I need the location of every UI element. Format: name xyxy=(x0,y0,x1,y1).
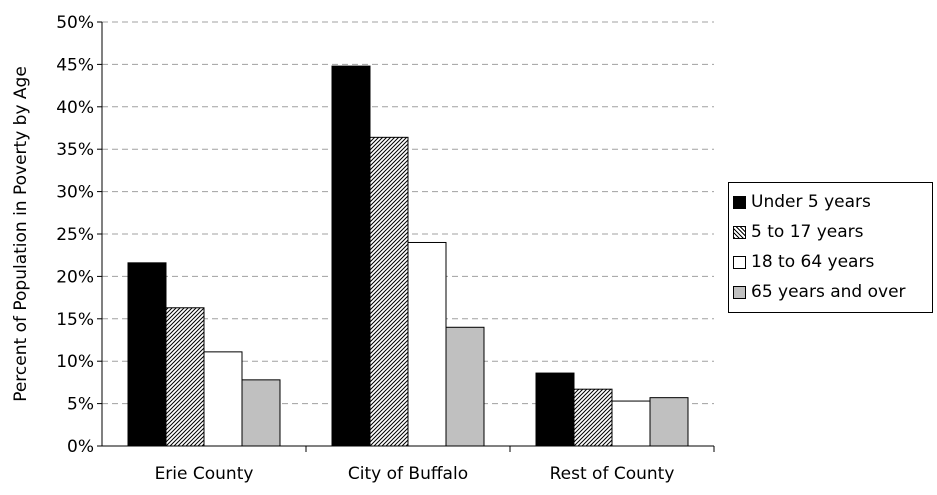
legend-label: Under 5 years xyxy=(751,192,871,212)
legend-label: 65 years and over xyxy=(751,282,906,302)
y-tick-label: 50% xyxy=(56,13,94,33)
bar xyxy=(331,65,371,447)
y-tick-label: 10% xyxy=(56,352,94,372)
bar xyxy=(127,262,167,447)
y-tick-label: 35% xyxy=(56,140,94,160)
y-tick-label: 5% xyxy=(67,395,94,415)
y-tick-label: 30% xyxy=(56,183,94,203)
legend-swatch xyxy=(733,225,746,239)
bar xyxy=(165,307,205,447)
bar xyxy=(369,136,409,447)
bars xyxy=(127,65,689,447)
legend-item-5-to-17: 5 to 17 years xyxy=(733,217,932,247)
bar xyxy=(573,388,613,447)
x-category-label: Erie County xyxy=(155,464,254,484)
legend-swatch xyxy=(733,195,746,209)
bar xyxy=(611,400,651,447)
bar xyxy=(649,397,689,447)
y-tick-label: 25% xyxy=(56,225,94,245)
x-category-label: Rest of County xyxy=(550,464,675,484)
legend-item-under-5: Under 5 years xyxy=(733,187,932,217)
y-tick-label: 20% xyxy=(56,267,94,287)
bar xyxy=(407,241,447,447)
y-tick-label: 40% xyxy=(56,98,94,118)
y-tick-label: 45% xyxy=(56,55,94,75)
bar xyxy=(445,326,485,447)
bar xyxy=(535,372,575,447)
y-tick-label: 0% xyxy=(67,437,94,457)
legend-item-18-to-64: 18 to 64 years xyxy=(733,247,932,277)
legend-swatch xyxy=(733,285,746,299)
y-tick-label: 15% xyxy=(56,310,94,330)
bar xyxy=(203,351,243,447)
legend-swatch xyxy=(733,255,746,269)
legend-item-65-over: 65 years and over xyxy=(733,277,932,307)
labels: 0% 5% 10% 15% 20% 25% 30% 35% 40% 45% 50% Percent o… xyxy=(11,13,674,484)
legend: Under 5 years 5 to 17 years 18 to 64 yea… xyxy=(728,182,933,313)
y-axis-title: Percent of Population in Poverty by Age xyxy=(11,66,31,402)
legend-label: 18 to 64 years xyxy=(751,252,875,272)
x-category-label: City of Buffalo xyxy=(348,464,468,484)
legend-label: 5 to 17 years xyxy=(751,222,864,242)
bar xyxy=(241,379,281,447)
